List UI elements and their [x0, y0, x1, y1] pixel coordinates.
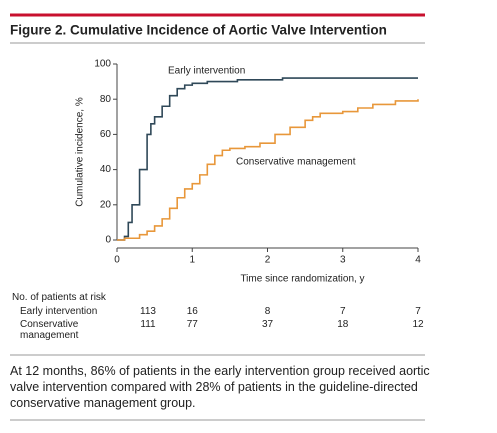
- risk-row-label: Conservative management: [20, 319, 79, 341]
- y-tick-label: 0: [105, 235, 111, 246]
- risk-table-title: No. of patients at risk: [12, 292, 106, 303]
- risk-count: 37: [261, 319, 274, 330]
- y-tick-label: 80: [100, 94, 112, 105]
- series-label: Conservative management: [236, 157, 356, 168]
- risk-count: 7: [415, 306, 421, 317]
- y-tick-label: 60: [100, 129, 112, 140]
- series-line: [117, 77, 418, 241]
- figure-title: Figure 2. Cumulative Incidence of Aortic…: [10, 23, 387, 38]
- x-tick-label: 2: [265, 255, 271, 266]
- risk-count: 12: [412, 319, 424, 330]
- x-axis-label: Time since randomization, y: [240, 274, 364, 285]
- y-tick-label: 40: [100, 164, 112, 175]
- x-tick-label: 1: [189, 255, 195, 266]
- series-line: [117, 99, 419, 241]
- risk-count: 16: [186, 306, 198, 317]
- risk-count: 77: [186, 319, 198, 330]
- x-tick-label: 4: [415, 255, 421, 266]
- risk-count: 7: [339, 306, 346, 317]
- y-axis-label: Cumulative incidence, %: [75, 97, 86, 207]
- risk-count: 111: [140, 319, 156, 330]
- risk-row-label: Early intervention: [20, 306, 98, 317]
- series-label: Early intervention: [168, 66, 245, 77]
- risk-count: 8: [264, 306, 271, 317]
- y-tick-label: 100: [94, 59, 111, 70]
- y-tick-label: 20: [100, 199, 112, 210]
- risk-count: 18: [337, 319, 349, 330]
- x-tick-label: 3: [340, 255, 346, 266]
- x-tick-label: 0: [114, 255, 120, 266]
- risk-count: 113: [140, 306, 156, 317]
- caption: At 12 months, 86% of patients in the ear…: [10, 364, 430, 410]
